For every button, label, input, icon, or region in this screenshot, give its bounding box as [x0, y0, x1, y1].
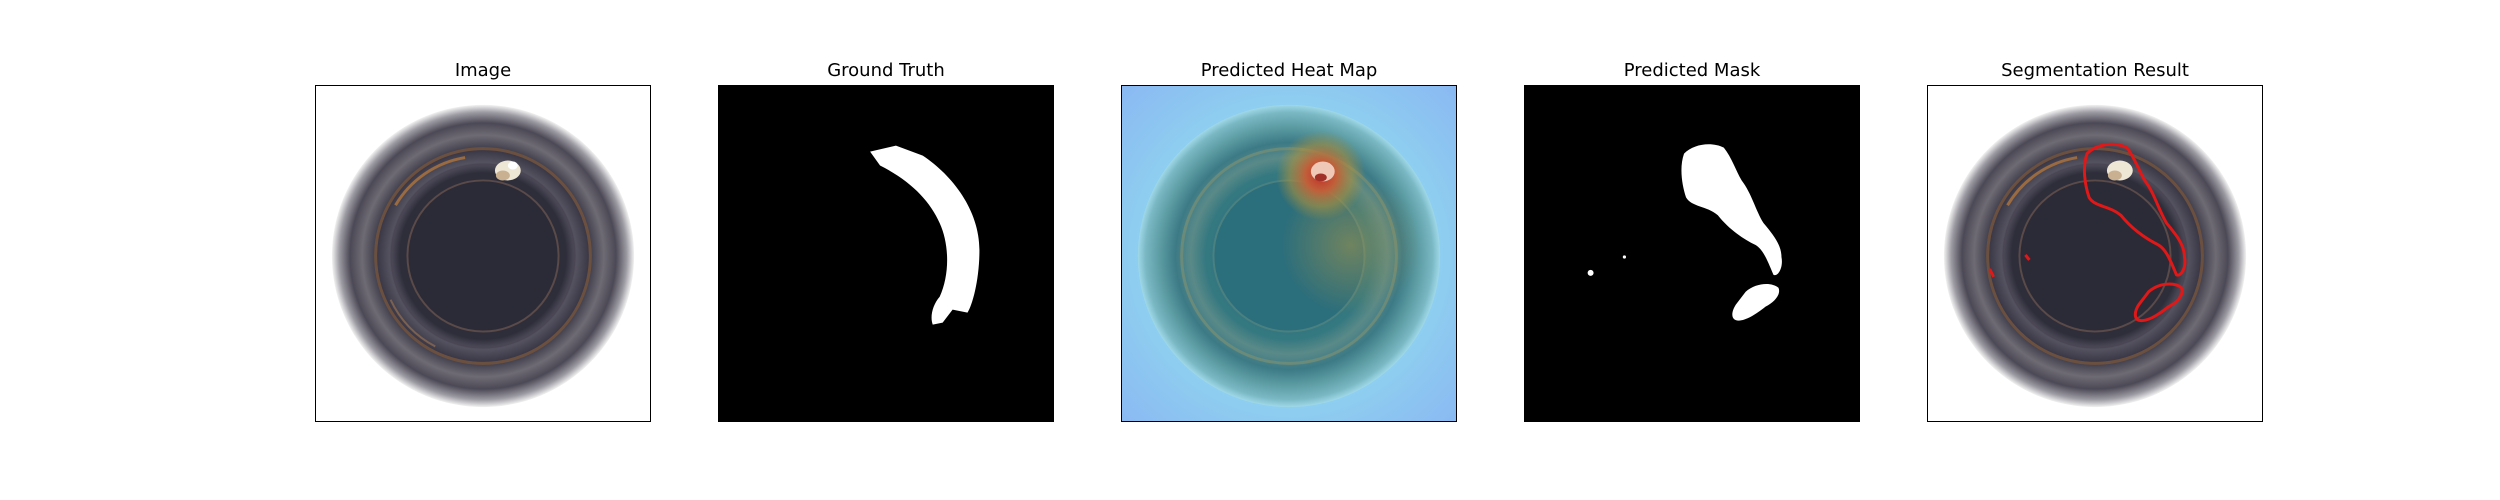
- defect-highlight: [494, 160, 521, 181]
- image-frame: [315, 85, 651, 422]
- heat-map-image: [1122, 86, 1456, 421]
- bearing-photo: [316, 86, 650, 421]
- segmentation-frame: [1927, 85, 2263, 422]
- ground-truth-mask: [719, 86, 1053, 421]
- panel-predicted-mask: Predicted Mask: [1524, 60, 1860, 422]
- predicted-mask-frame: [1524, 85, 1860, 422]
- segmentation-contour: [1988, 142, 2187, 323]
- panel-title: Predicted Heat Map: [1200, 60, 1378, 81]
- panel-title: Segmentation Result: [2001, 60, 2189, 81]
- panel-title: Predicted Mask: [1623, 60, 1761, 81]
- heat-map-frame: [1121, 85, 1457, 422]
- ground-truth-frame: [718, 85, 1054, 422]
- panel-ground-truth: Ground Truth: [718, 60, 1054, 422]
- panel-image: Image: [315, 60, 651, 422]
- predicted-mask-image: [1525, 86, 1859, 421]
- panel-title: Image: [454, 60, 512, 81]
- panel-heat-map: Predicted Heat Map: [1121, 60, 1457, 422]
- panel-title: Ground Truth: [827, 60, 945, 81]
- segmentation-overlay: [1928, 86, 2262, 421]
- panel-segmentation-result: Segmentation Result: [1927, 60, 2263, 422]
